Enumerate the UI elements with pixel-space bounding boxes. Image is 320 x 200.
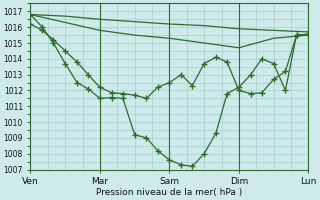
X-axis label: Pression niveau de la mer( hPa ): Pression niveau de la mer( hPa ) [96,188,243,197]
